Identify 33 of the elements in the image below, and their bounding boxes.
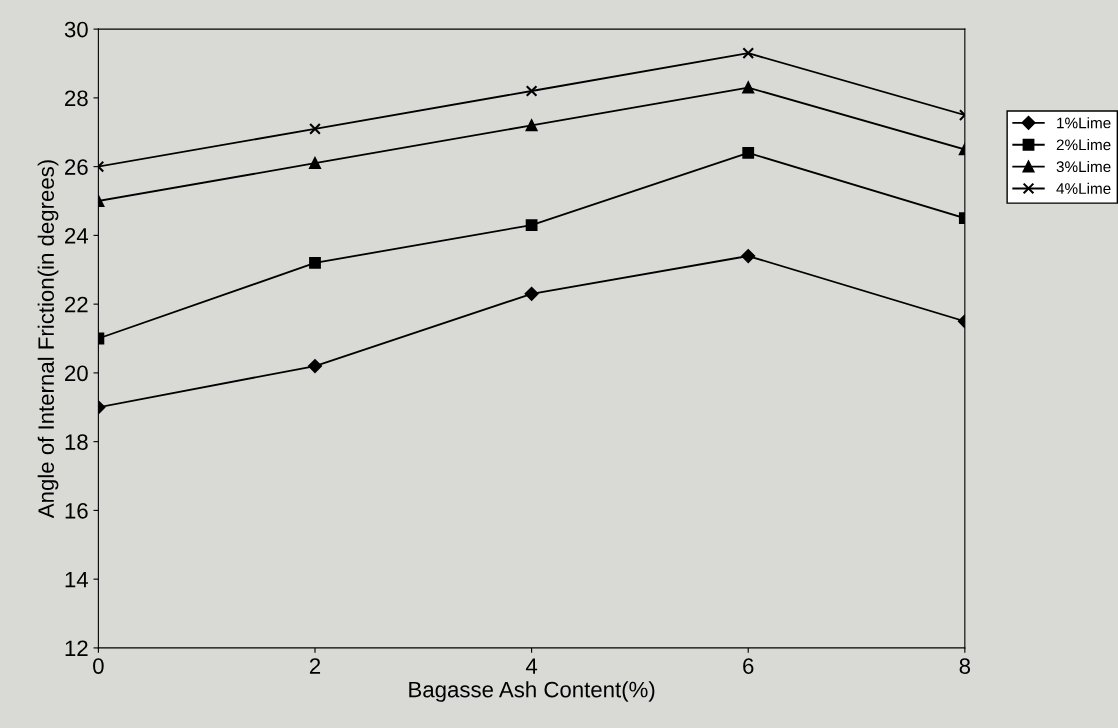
y-tick-label: 22: [65, 296, 88, 313]
point: [524, 286, 539, 301]
point: [525, 219, 538, 231]
y-tick-label: 12: [65, 640, 88, 656]
legend-label: 4%Lime: [1056, 182, 1111, 194]
point: [742, 47, 755, 60]
x-tick-label: 6: [743, 658, 754, 674]
y-tick-label: 28: [65, 90, 88, 107]
x-tick-label: 4: [525, 658, 538, 674]
point: [741, 249, 756, 263]
y-tick-label: 14: [65, 571, 89, 588]
point: [525, 85, 538, 97]
x-tick-label: 2: [309, 658, 321, 674]
point: [308, 359, 322, 373]
y-tick-label: 20: [65, 365, 88, 382]
point: [309, 122, 321, 135]
y-tick-label: 26: [65, 159, 88, 175]
y-tick-label: 24: [65, 227, 89, 244]
x-axis-title: Bagasse Ash Content(%): [409, 681, 655, 702]
y-tick-label: 30: [64, 21, 88, 38]
point: [309, 256, 321, 269]
legend-label: 3%Lime: [1056, 160, 1111, 173]
x-tick-label: 0: [93, 658, 104, 674]
point: [742, 81, 755, 94]
y-tick-label: 18: [65, 434, 88, 450]
point: [525, 119, 538, 132]
legend-label: 2%Lime: [1056, 139, 1111, 151]
y-axis-title: Angle of Internal Friction(in degrees): [37, 160, 59, 519]
x-tick-label: 8: [959, 658, 971, 674]
point: [309, 157, 321, 170]
y-tick-label: 16: [65, 502, 88, 519]
point: [742, 146, 755, 159]
legend-label: 1%Lime: [1057, 117, 1111, 129]
